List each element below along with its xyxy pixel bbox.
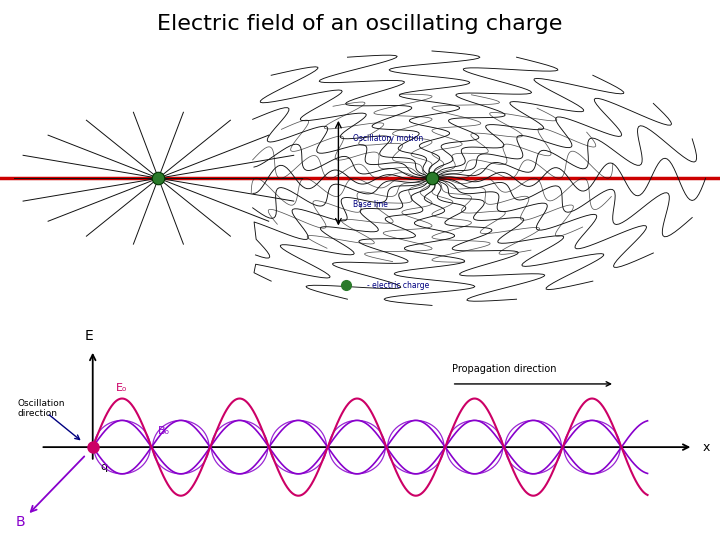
Text: Base line: Base line (353, 200, 387, 210)
Text: Eₒ: Eₒ (117, 383, 128, 393)
Text: B: B (16, 516, 26, 529)
Text: Electric field of an oscillating charge: Electric field of an oscillating charge (157, 14, 563, 33)
Text: q: q (101, 462, 108, 472)
Text: - electric charge: - electric charge (367, 281, 429, 290)
Text: E: E (85, 329, 94, 342)
Text: Propagation direction: Propagation direction (451, 364, 557, 374)
Text: Oscillatory motion: Oscillatory motion (353, 133, 423, 143)
Text: Oscillation
direction: Oscillation direction (18, 399, 66, 418)
Text: Bₒ: Bₒ (158, 426, 170, 436)
Text: x: x (703, 441, 711, 454)
